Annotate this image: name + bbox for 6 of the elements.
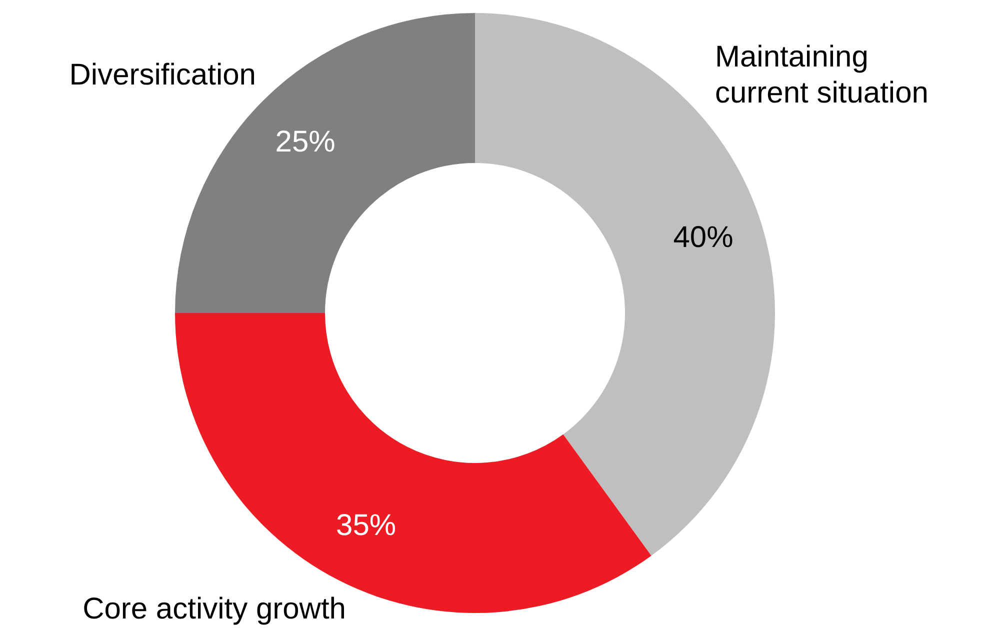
slice-label: Maintaining current situation (715, 40, 928, 110)
slice-label: Core activity growth (82, 592, 346, 626)
data-label: 40% (673, 221, 734, 254)
data-label: 25% (275, 126, 336, 159)
slice-label: Diversification (69, 58, 256, 92)
data-label: 35% (336, 509, 396, 542)
